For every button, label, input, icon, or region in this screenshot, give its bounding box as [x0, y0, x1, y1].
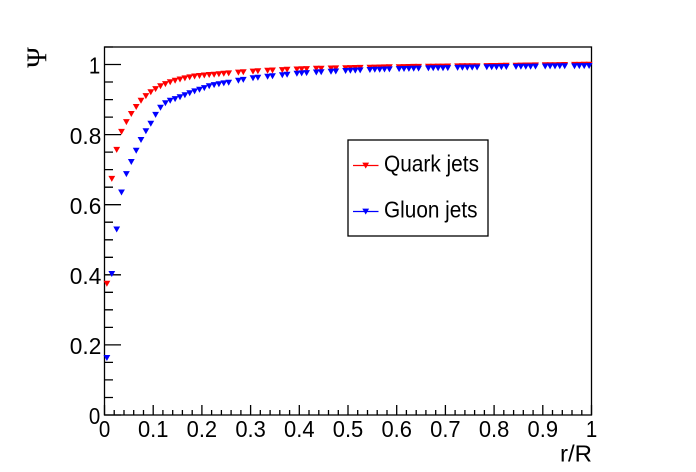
svg-text:0.6: 0.6 [381, 416, 412, 442]
svg-text:0.4: 0.4 [284, 416, 315, 442]
svg-text:0.2: 0.2 [187, 416, 218, 442]
svg-text:0: 0 [89, 403, 100, 430]
svg-text:0.6: 0.6 [70, 193, 102, 219]
svg-text:1: 1 [89, 52, 100, 79]
svg-text:0.8: 0.8 [479, 416, 510, 442]
svg-text:Ψ: Ψ [23, 47, 54, 68]
svg-text:r/R: r/R [560, 441, 592, 467]
svg-text:Quark jets: Quark jets [384, 150, 479, 176]
svg-text:1: 1 [586, 416, 597, 443]
svg-text:0.4: 0.4 [70, 263, 102, 289]
svg-text:0.1: 0.1 [138, 416, 169, 442]
svg-text:Gluon jets: Gluon jets [384, 196, 478, 222]
svg-text:0.9: 0.9 [528, 416, 559, 442]
svg-text:0: 0 [99, 416, 110, 443]
svg-text:0.5: 0.5 [333, 416, 364, 442]
svg-text:0.3: 0.3 [235, 416, 266, 442]
svg-text:0.7: 0.7 [430, 416, 461, 442]
svg-text:0.8: 0.8 [70, 123, 102, 149]
svg-text:0.2: 0.2 [70, 333, 102, 359]
